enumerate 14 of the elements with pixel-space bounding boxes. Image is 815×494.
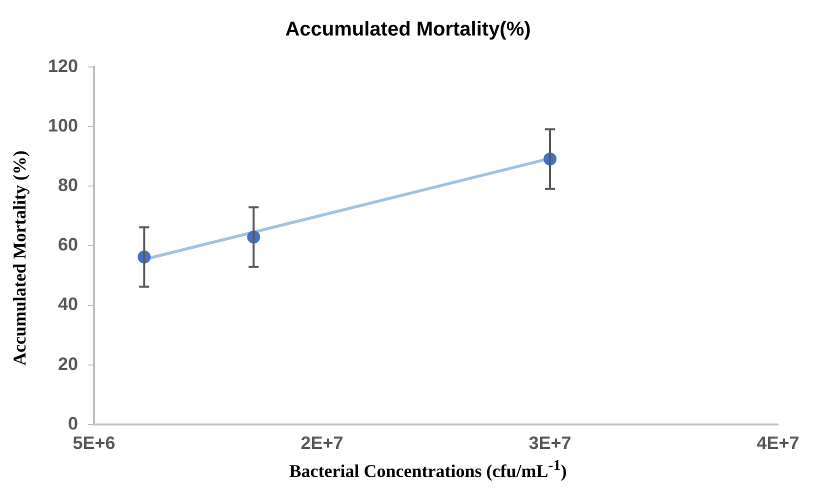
x-tick-label: 2E+7 — [300, 433, 344, 454]
y-tick-label: 0 — [68, 413, 78, 434]
x-tick-label: 3E+7 — [528, 433, 572, 454]
y-tick-label: 80 — [58, 175, 78, 196]
y-axis-title: Accumulated Mortality (%) — [10, 150, 30, 366]
x-tick-label: 5E+6 — [72, 433, 116, 454]
x-axis-title: Bacterial Concentrations (cfu/mL$^{-1}$) — [289, 458, 567, 482]
y-tick-label: 40 — [58, 294, 78, 314]
y-tick-label: 60 — [58, 234, 78, 255]
y-tick-label: 20 — [58, 354, 78, 374]
y-tick-label: 100 — [48, 116, 78, 136]
chart-title: Accumulated Mortality(%) — [285, 18, 531, 41]
x-tick-label: 4E+7 — [756, 433, 800, 454]
y-tick-label: 120 — [48, 56, 78, 76]
